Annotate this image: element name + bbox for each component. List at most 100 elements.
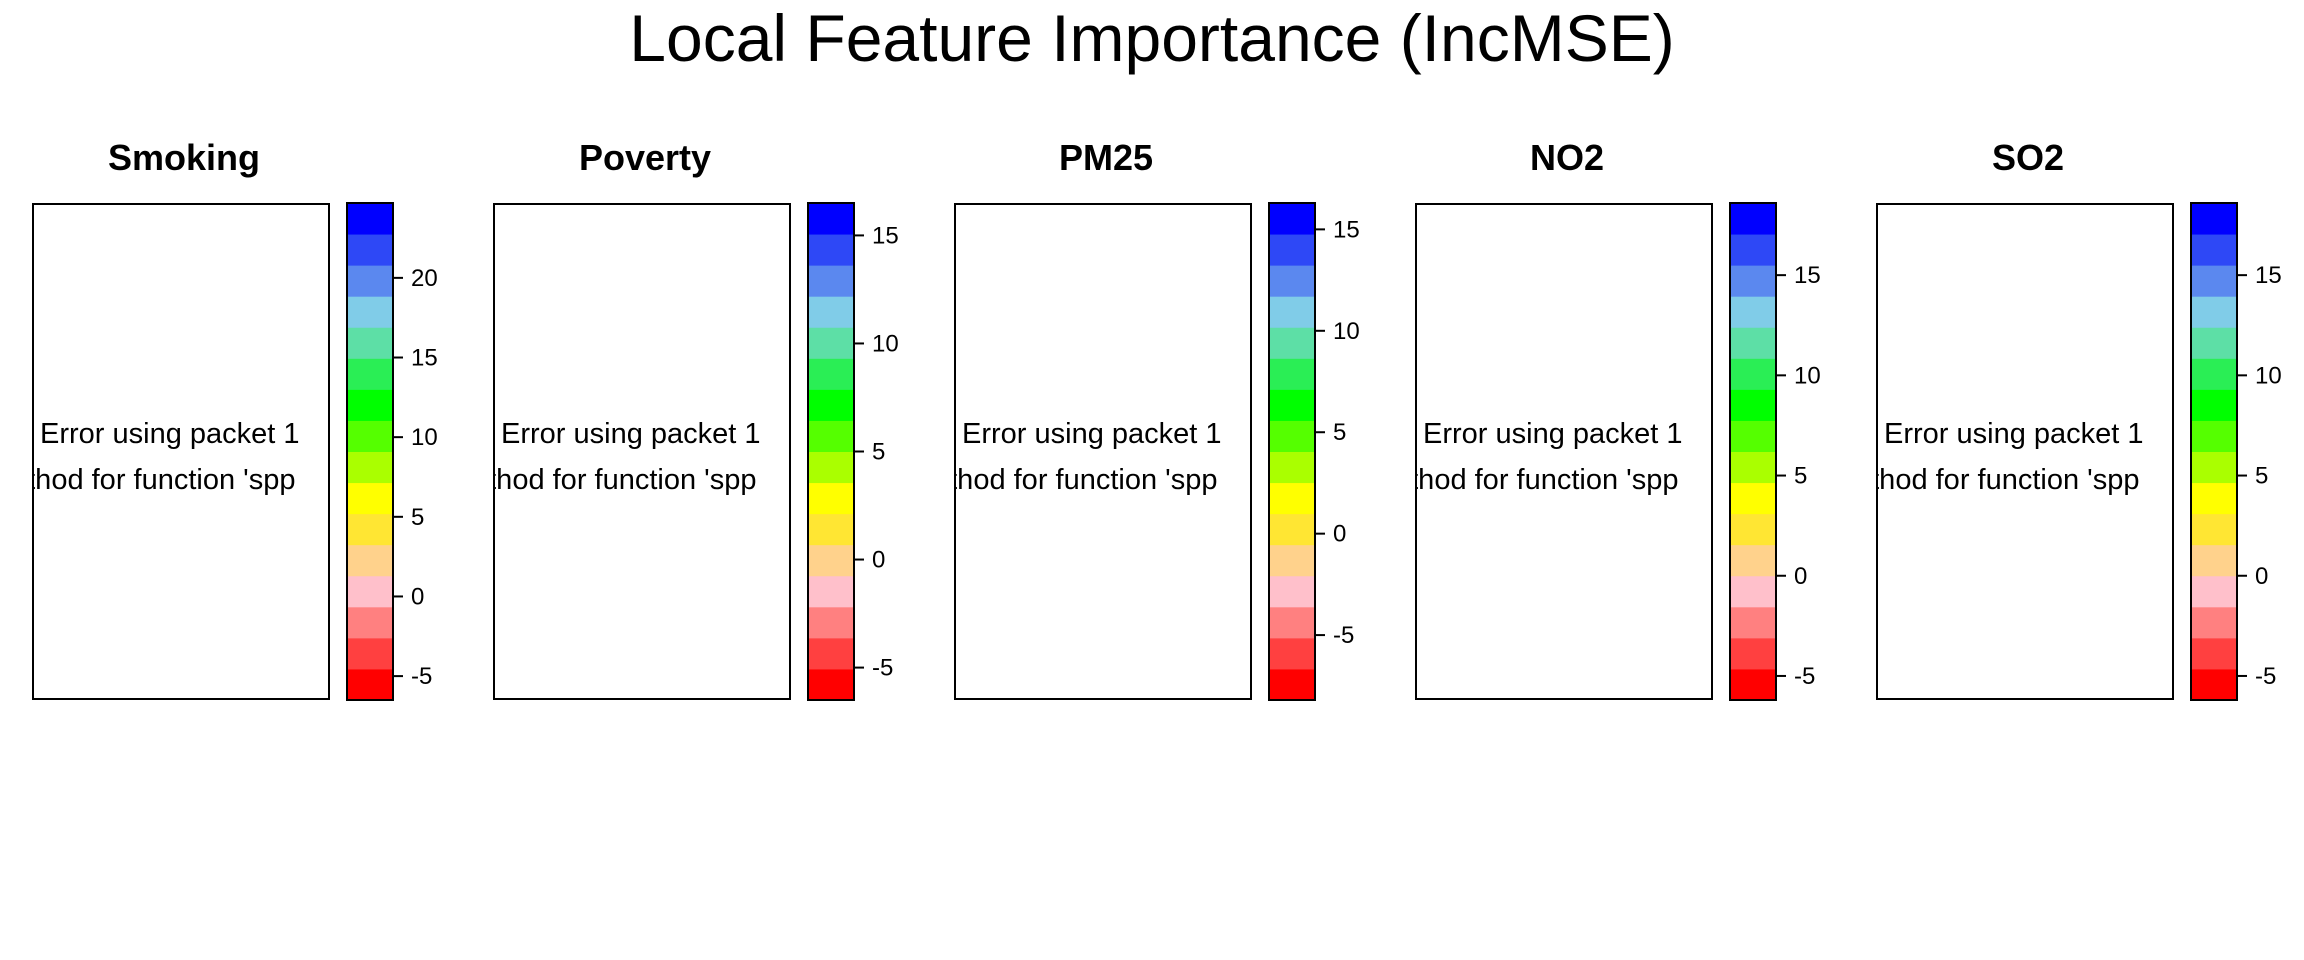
color-key-cell: [808, 389, 854, 421]
color-key-cell: [808, 296, 854, 328]
color-key-cell: [347, 544, 393, 577]
color-key-tick-label: 0: [1333, 521, 1346, 548]
color-key-cell: [1269, 389, 1315, 421]
panel-title-smoking: Smoking: [107, 137, 260, 178]
color-key-tick-label: 10: [411, 424, 438, 451]
plot-area: Error using packet 1 ethod for function '…: [954, 203, 1252, 700]
color-key-cell: [347, 513, 393, 546]
plot-area: Error using packet 1 ethod for function '…: [493, 203, 791, 700]
color-key-cell: [808, 203, 854, 235]
color-key-tick-label: -5: [872, 655, 893, 682]
color-key-cell: [1730, 203, 1776, 235]
color-key-tick-label: 20: [411, 265, 438, 292]
color-key: -5 0 5 10 15 20: [346, 202, 438, 701]
error-message: Error using packet 1: [1423, 418, 1683, 450]
color-key-cell: [2191, 327, 2237, 359]
color-key-cell: [1269, 420, 1315, 452]
plot-area: Error using packet 1 ethod for function '…: [1876, 203, 2174, 700]
color-key-cell: [347, 451, 393, 484]
color-key-cell: [2191, 358, 2237, 390]
color-key-cell: [347, 575, 393, 608]
color-key-cell: [1730, 296, 1776, 328]
color-key-cell: [2191, 575, 2237, 608]
color-key-cell: [808, 606, 854, 639]
color-key-cell: [1730, 451, 1776, 484]
panel-title-poverty: Poverty: [578, 137, 712, 178]
color-key-tick-label: 15: [1333, 216, 1360, 243]
color-key-cell: [808, 265, 854, 297]
error-message: ethod for function 'spp: [1415, 464, 1679, 496]
color-key-border: [2190, 202, 2238, 701]
error-message: Error using packet 1: [1884, 418, 2144, 450]
color-key-cell: [2191, 420, 2237, 452]
color-key-tick-label: 5: [1333, 419, 1346, 446]
color-key-cell: [347, 296, 393, 328]
color-key: -5 0 5 10 15: [1268, 202, 1360, 701]
color-key-cell: [1730, 389, 1776, 421]
color-key-cell: [2191, 234, 2237, 266]
error-message: ethod for function 'spp: [32, 464, 296, 496]
color-key-cell: [347, 234, 393, 266]
color-key-cell: [1269, 637, 1315, 670]
color-key-tick-label: 10: [872, 330, 899, 357]
color-key-cell: [1730, 575, 1776, 608]
color-key-cell: [2191, 296, 2237, 328]
color-key-cell: [808, 513, 854, 546]
color-key-cell: [2191, 265, 2237, 297]
color-key-cell: [2191, 482, 2237, 515]
color-key-cell: [1730, 234, 1776, 266]
panel-title-pm25: PM25: [1058, 137, 1154, 178]
color-key-tick-label: 10: [2255, 362, 2282, 389]
color-key-tick-label: -5: [1794, 663, 1815, 690]
color-key-cell: [2191, 203, 2237, 235]
color-key-cell: [1269, 358, 1315, 390]
color-key-cell: [1730, 358, 1776, 390]
color-key-tick-label: 0: [2255, 563, 2268, 590]
color-key-cell: [1269, 451, 1315, 484]
color-key-cell: [2191, 668, 2237, 701]
color-key-cell: [347, 203, 393, 235]
color-key-cell: [1269, 234, 1315, 266]
color-key-cell: [808, 482, 854, 515]
color-key-cell: [347, 637, 393, 670]
error-message: Error using packet 1: [962, 418, 1222, 450]
plot-area: Error using packet 1 ethod for function '…: [32, 203, 330, 700]
color-key-cell: [1269, 513, 1315, 546]
color-key-tick-label: 0: [1794, 563, 1807, 590]
color-key-cell: [1730, 482, 1776, 515]
color-key-border: [346, 202, 394, 701]
color-key-cell: [1730, 420, 1776, 452]
color-key-cell: [808, 637, 854, 670]
color-key-cell: [1730, 668, 1776, 701]
error-message: ethod for function 'spp: [1876, 464, 2140, 496]
color-key-cell: [347, 482, 393, 515]
color-key: -5 0 5 10 15: [2190, 202, 2282, 701]
color-key-cell: [1269, 296, 1315, 328]
color-key-cell: [1730, 327, 1776, 359]
color-key-cell: [1269, 265, 1315, 297]
color-key-border: [1268, 202, 1316, 701]
color-key-cell: [2191, 513, 2237, 546]
color-key-cell: [347, 420, 393, 452]
plot-area: Error using packet 1 ethod for function '…: [1415, 203, 1713, 700]
color-key-cell: [2191, 544, 2237, 577]
color-key-tick-label: 5: [2255, 463, 2268, 490]
error-message: ethod for function 'spp: [493, 464, 757, 496]
color-key-tick-label: 5: [1794, 463, 1807, 490]
error-message: Error using packet 1: [501, 418, 761, 450]
color-key-cell: [1269, 482, 1315, 515]
color-key-cell: [1730, 606, 1776, 639]
color-key-cell: [1730, 513, 1776, 546]
color-key-cell: [808, 575, 854, 608]
color-key-border: [1729, 202, 1777, 701]
panel-title-no2: NO2: [1529, 137, 1605, 178]
color-key-cell: [808, 327, 854, 359]
error-message: Error using packet 1: [40, 418, 300, 450]
color-key-tick-label: 5: [872, 439, 885, 466]
color-key-tick-label: 0: [411, 583, 424, 610]
color-key-cell: [808, 451, 854, 484]
panel-title-so2: SO2: [1991, 137, 2065, 178]
color-key-cell: [1730, 265, 1776, 297]
color-key-cell: [1269, 544, 1315, 577]
color-key-tick-label: 15: [2255, 262, 2282, 289]
